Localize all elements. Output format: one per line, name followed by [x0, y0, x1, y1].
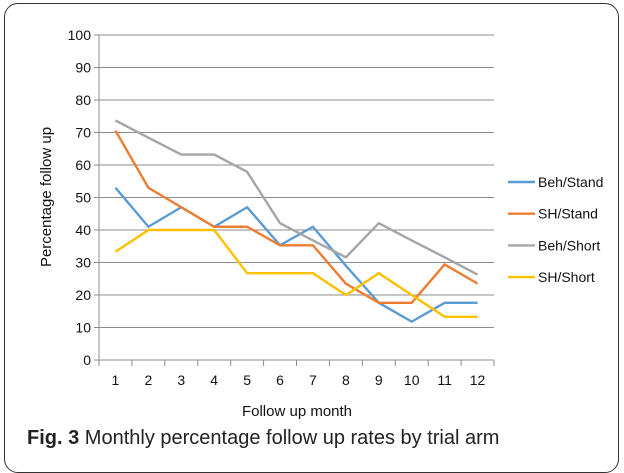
y-tick-label: 10	[75, 320, 91, 336]
figure-caption: Fig. 3 Monthly percentage follow up rate…	[27, 427, 499, 450]
y-axis-label: Percentage follow up	[38, 127, 55, 267]
gridlines	[99, 34, 494, 328]
axes	[94, 34, 495, 366]
x-tick-label: 6	[276, 372, 284, 388]
figure-number: Fig. 3	[27, 427, 80, 449]
y-tick-label: 40	[75, 222, 91, 238]
legend-label-beh-stand: Beh/Stand	[538, 174, 603, 190]
legend-label-beh-short: Beh/Short	[538, 237, 600, 253]
legend-label-sh-stand: SH/Stand	[538, 206, 598, 222]
series-line-beh-stand	[114, 186, 478, 324]
x-tick-label: 9	[375, 372, 383, 388]
x-tick-label: 10	[404, 372, 420, 388]
x-tick-label: 1	[112, 372, 120, 388]
x-tick-label: 4	[210, 372, 218, 388]
x-tick-label: 3	[177, 372, 185, 388]
x-tick-label: 2	[144, 372, 152, 388]
caption-text: Monthly percentage follow up rates by tr…	[84, 427, 500, 449]
x-tick-label: 7	[309, 372, 317, 388]
y-tick-label: 70	[75, 125, 91, 141]
series-line-sh-stand	[114, 129, 479, 304]
y-tick-label: 100	[68, 27, 92, 43]
y-tick-label: 20	[75, 287, 91, 303]
series-line-beh-short	[114, 119, 479, 276]
y-tick-label: 90	[75, 60, 91, 76]
y-tick-label: 0	[83, 352, 91, 368]
legend: Beh/Stand SH/Stand Beh/Short SH/Short	[508, 174, 603, 285]
x-tick-labels: 1 2 3 4 5 6 7 8 9 10 11 12	[112, 372, 486, 388]
x-tick-label: 8	[342, 372, 350, 388]
x-axis-label: Follow up month	[242, 403, 352, 420]
y-tick-label: 60	[75, 157, 91, 173]
series-lines	[114, 119, 479, 324]
series-line-sh-short	[114, 228, 478, 318]
x-tick-label: 12	[470, 372, 486, 388]
y-tick-label: 30	[75, 255, 91, 271]
legend-label-sh-short: SH/Short	[538, 269, 595, 285]
y-tick-label: 50	[75, 190, 91, 206]
y-tick-label: 80	[75, 92, 91, 108]
x-tick-label: 11	[437, 372, 452, 388]
y-tick-labels: 0 10 20 30 40 50 60 70 80 90 100	[68, 27, 92, 368]
x-tick-label: 5	[243, 372, 251, 388]
